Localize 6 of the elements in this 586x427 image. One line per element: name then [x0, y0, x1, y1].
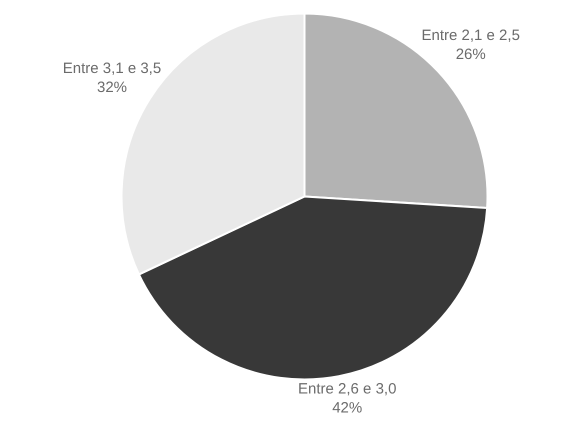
- data-label: 26%: [456, 46, 486, 63]
- data-label: 32%: [96, 79, 128, 96]
- data-label: 42%: [332, 400, 362, 416]
- slice-label: Entre 3,1 e 3,5: [62, 60, 162, 78]
- slice-label: Entre 2,6 e 3,0: [298, 380, 396, 398]
- slice-label: Entre 2,1 e 2,5: [422, 26, 520, 44]
